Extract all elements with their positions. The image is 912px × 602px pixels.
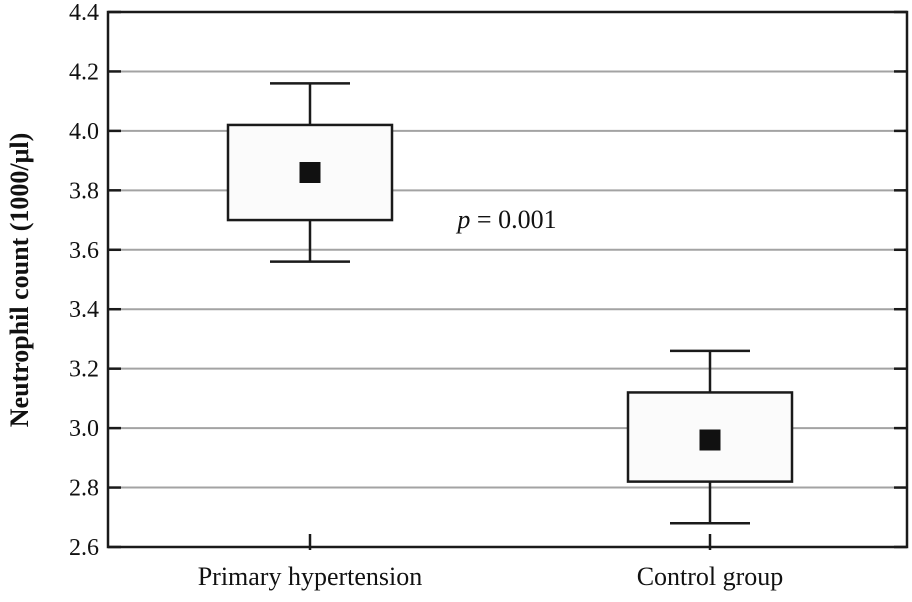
y-tick-label: 2.6: [69, 535, 99, 561]
x-category-label-control-group: Control group: [637, 562, 784, 591]
y-tick-label: 3.4: [69, 297, 99, 323]
y-tick-label: 3.8: [69, 178, 99, 204]
y-tick-label: 4.2: [69, 59, 99, 85]
mean-marker-control-group: [699, 429, 721, 451]
x-category-label-primary-hypertension: Primary hypertension: [198, 562, 423, 591]
p-value-symbol: p: [455, 205, 470, 234]
y-axis-title: Neutrophil count (1000/μl): [5, 133, 34, 428]
y-tick-label: 4.4: [69, 0, 99, 26]
y-tick-label: 2.8: [69, 476, 99, 502]
p-value-number: = 0.001: [470, 205, 556, 234]
mean-marker-primary-hypertension: [299, 162, 321, 183]
p-value-annotation: p = 0.001: [455, 205, 556, 234]
y-tick-label: 3.0: [69, 416, 99, 442]
plot-border: [106, 10, 909, 549]
y-tick-label: 3.6: [69, 238, 99, 264]
y-tick-label: 3.2: [69, 357, 99, 383]
y-tick-label: 4.0: [69, 119, 99, 145]
